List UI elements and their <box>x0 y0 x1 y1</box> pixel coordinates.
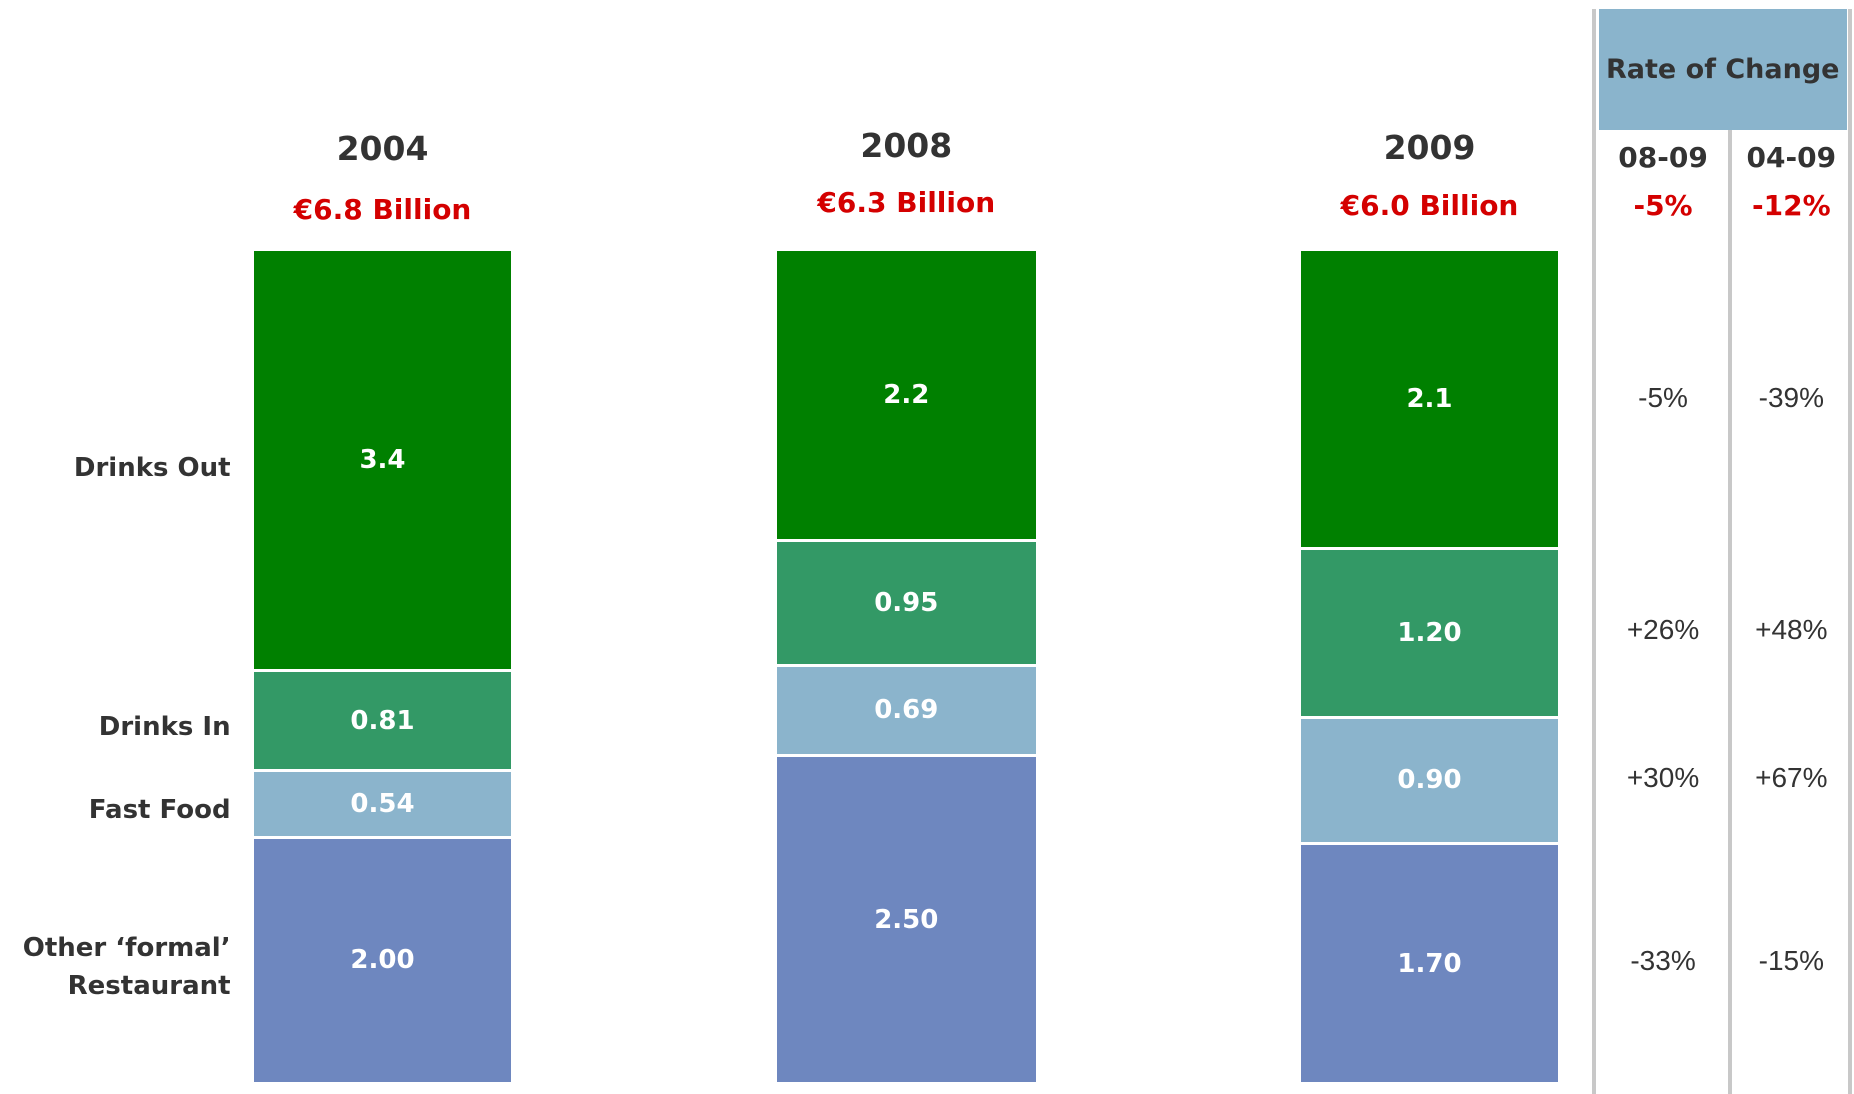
year-label: 2009 <box>1383 128 1476 168</box>
column-header: 04-09 <box>1746 140 1837 174</box>
total-label: €6.0 Billion <box>1340 189 1519 223</box>
value-label: 1.20 <box>1397 617 1462 648</box>
legend-label: Drinks Out <box>73 453 231 483</box>
bar-segment: 2.2 <box>776 250 1036 540</box>
rate-value: +30% <box>1626 761 1700 793</box>
table-divider <box>1848 9 1853 1094</box>
bar-segment: 1.20 <box>1300 546 1559 716</box>
total-label: €6.8 Billion <box>293 192 472 226</box>
rate-value: -33% <box>1630 945 1696 977</box>
column-header: 08-09 <box>1618 140 1708 174</box>
value-label: 2.00 <box>350 945 415 976</box>
value-label: 2.2 <box>883 379 930 410</box>
total-change: -12% <box>1752 189 1831 223</box>
table-divider <box>1591 9 1596 1094</box>
total-change: -5% <box>1633 189 1693 223</box>
legend-label: Other ‘formal’ Restaurant <box>22 932 231 1001</box>
value-label: 2.50 <box>874 904 939 935</box>
value-label: 1.70 <box>1397 948 1462 979</box>
table-header: Rate of Change <box>1598 9 1847 131</box>
bar-segment: 0.95 <box>776 539 1036 664</box>
bar-segment: 0.81 <box>254 669 511 770</box>
value-label: 2.1 <box>1406 383 1453 414</box>
bar-segment: 0.90 <box>1300 715 1559 843</box>
value-label: 0.81 <box>350 705 415 736</box>
rate-value: -15% <box>1758 945 1824 977</box>
rate-value: +48% <box>1755 614 1828 646</box>
value-label: 0.54 <box>350 788 415 819</box>
value-label: 3.4 <box>359 445 406 475</box>
bar-segment: 0.69 <box>776 663 1036 755</box>
value-label: 0.69 <box>874 695 939 726</box>
bar-segment: 2.50 <box>776 754 1036 1082</box>
legend-label: Fast Food <box>88 795 231 826</box>
value-label: 0.95 <box>874 587 939 618</box>
bar-segment: 2.1 <box>1300 250 1559 547</box>
rate-value: -39% <box>1758 381 1824 413</box>
bar-segment: 1.70 <box>1300 842 1559 1082</box>
bar-segment: 3.4 <box>254 250 511 670</box>
year-label: 2004 <box>336 129 429 169</box>
table-divider <box>1727 9 1732 1094</box>
total-label: €6.3 Billion <box>817 185 996 219</box>
value-label: 0.90 <box>1397 765 1462 796</box>
bar-segment: 0.54 <box>254 769 511 836</box>
rate-value: +26% <box>1626 614 1700 646</box>
year-label: 2008 <box>860 125 953 165</box>
legend-label: Drinks In <box>98 712 231 743</box>
bar-segment: 2.00 <box>254 835 511 1082</box>
rate-value: +67% <box>1755 761 1828 793</box>
rate-value: -5% <box>1638 381 1688 413</box>
